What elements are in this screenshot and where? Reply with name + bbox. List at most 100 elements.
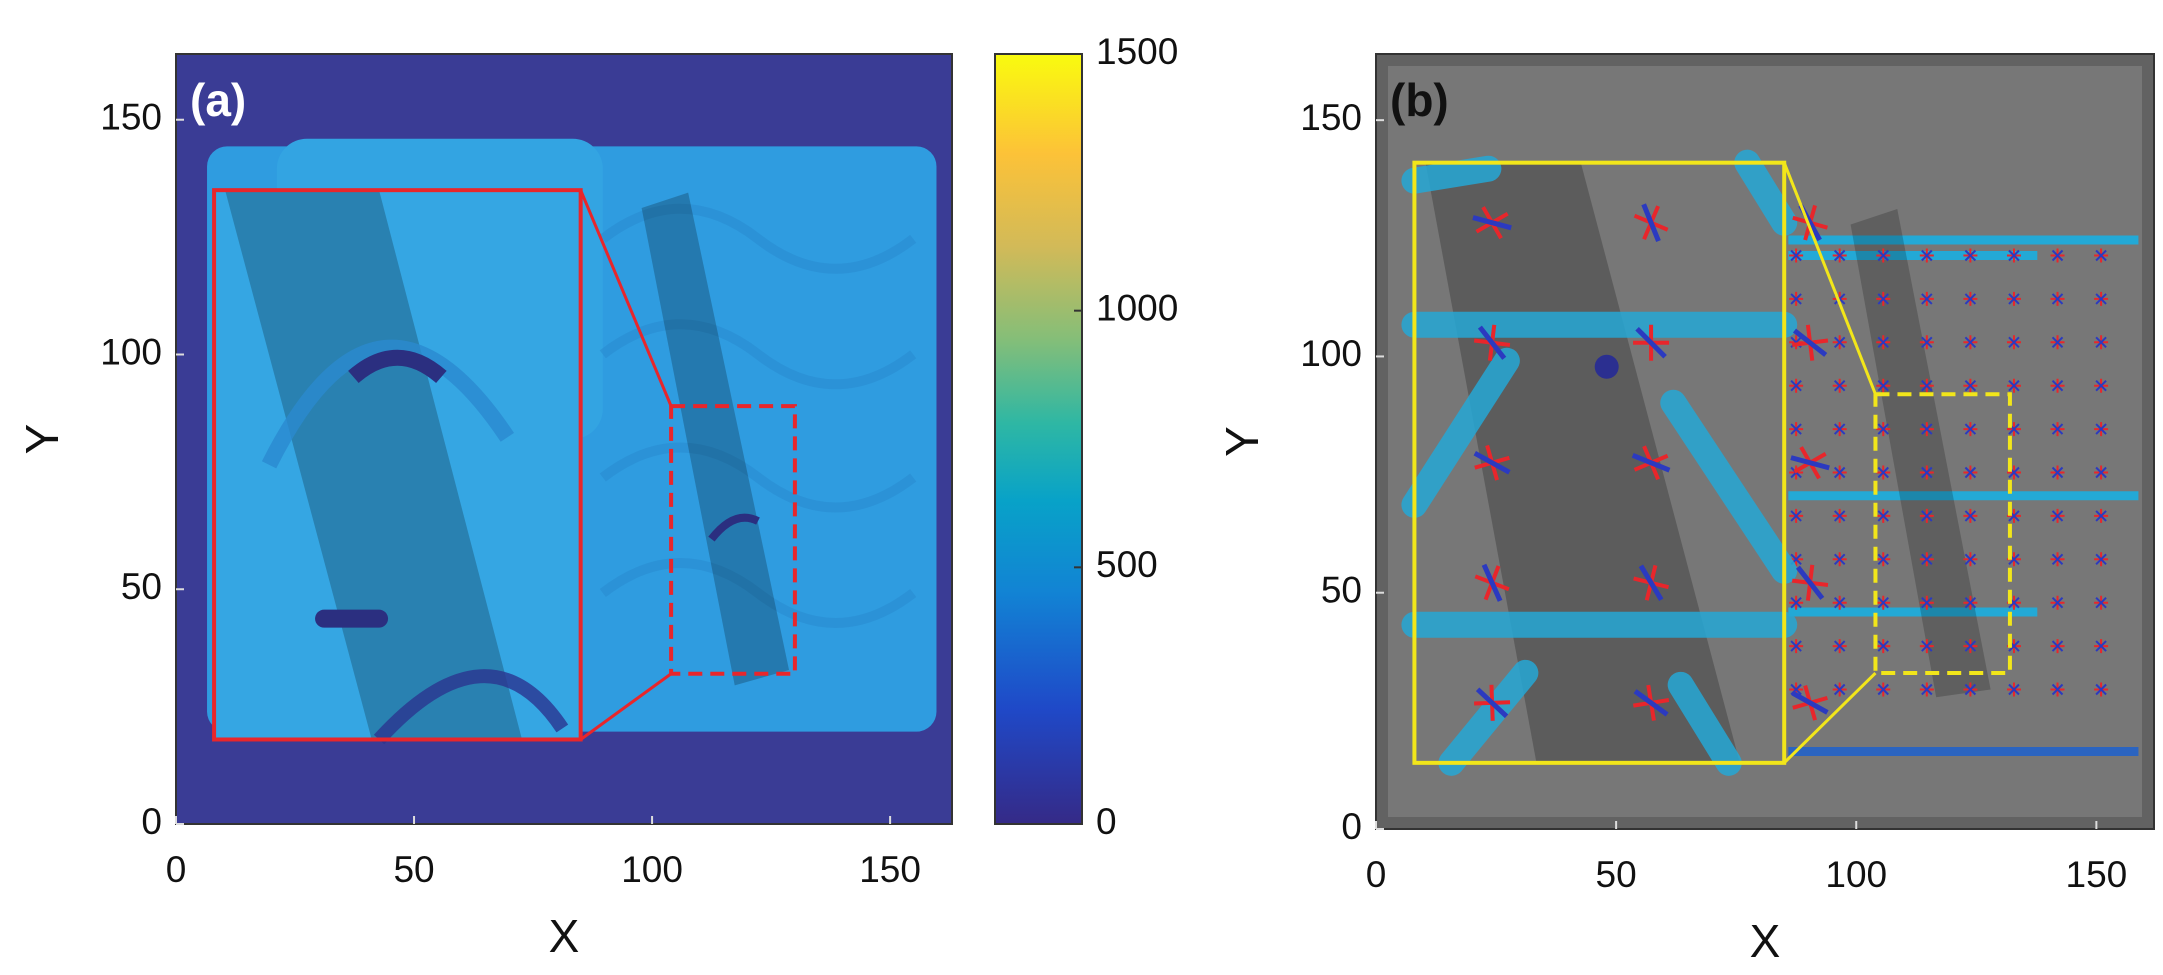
cross [1641,203,1661,242]
shade [1850,209,1991,698]
cross [2051,510,2064,522]
cross [1638,564,1664,602]
x-tick-label: 0 [166,849,187,890]
cross [2095,336,2107,349]
arc [708,513,760,542]
cross [1633,689,1669,717]
cross [1877,640,1889,652]
cross [1964,249,1977,262]
cross [1877,293,1889,305]
cross [2008,379,2020,392]
inset-box [212,188,583,742]
colorbar-tick-label: 0 [1096,801,1117,842]
cross [1921,249,1933,262]
cross [1475,687,1509,719]
cross [1790,596,1802,609]
cross [1964,336,1977,349]
cross [1921,423,1933,435]
cross [1921,683,1933,696]
cross [2051,379,2064,392]
inset-box [1412,160,1787,765]
x-tick-label: 100 [621,849,683,890]
cross [1964,640,1977,652]
colorbar-tick-label: 1000 [1096,287,1178,328]
cross [1964,293,1977,305]
cross [2008,249,2020,262]
axes-frame [1375,53,2155,830]
inset-dot [1594,354,1619,379]
cross [2008,336,2020,349]
cross [2051,423,2064,435]
inset-stripe [1401,347,1520,518]
connector [579,672,672,741]
cross [1791,691,1829,715]
cross [1964,423,1977,435]
cross [1790,455,1830,471]
cross [2051,249,2064,262]
cross [2095,510,2107,522]
cross [1833,466,1846,479]
cross [2095,466,2107,479]
cross [2051,336,2064,349]
cross [1481,563,1503,602]
cross [1877,510,1889,522]
cross [1877,553,1889,566]
cross [2095,683,2107,696]
cross [1964,379,1977,392]
cross [1877,466,1889,479]
x-tick-label: 150 [2066,854,2128,895]
cross [1877,596,1889,609]
plot-area [176,54,952,824]
cross [1833,379,1846,392]
cross [1964,553,1977,566]
trace [599,319,917,390]
zoom-box [1873,392,2012,676]
x-tick-label: 50 [1596,854,1637,895]
cross [1964,683,1977,696]
cross [1790,510,1802,522]
cross [1790,293,1802,305]
trace [599,558,917,628]
cross [1921,596,1933,609]
cross [1473,450,1511,475]
cross [1833,336,1846,349]
colorbar-tick-label: 1500 [1096,31,1178,72]
cross [2095,596,2107,609]
cross [1964,466,1977,479]
cross [1833,596,1846,609]
frame-shade [1376,54,2154,829]
x-tick-label: 0 [1366,854,1387,895]
cross [1877,379,1889,392]
cross [1921,553,1933,566]
inset-arc [373,669,569,745]
cross [1472,215,1512,231]
colorbar-tick-label: 500 [1096,544,1158,585]
y-tick-label: 150 [100,97,162,138]
y-tick-label: 0 [1341,806,1362,847]
inset-stripe [1401,155,1502,194]
cross [1877,336,1889,349]
cross [2051,466,2064,479]
cross [2095,640,2107,652]
cross [2095,423,2107,435]
cross [2051,293,2064,305]
cross [2051,596,2064,609]
cross [2051,553,2064,566]
inset-arc [261,339,514,469]
cross [1877,423,1889,435]
cross [1833,683,1846,696]
cross [1921,293,1933,305]
cross [1833,510,1846,522]
connector [1783,671,1877,764]
cross [1795,565,1825,600]
trace [599,442,917,513]
inset-shade [225,190,523,740]
connector [1782,162,1877,395]
cross [1477,325,1507,360]
cross [1790,423,1802,435]
cross [1921,379,1933,392]
cross [1921,336,1933,349]
y-tick-label: 50 [121,566,162,607]
cross [1921,510,1933,522]
